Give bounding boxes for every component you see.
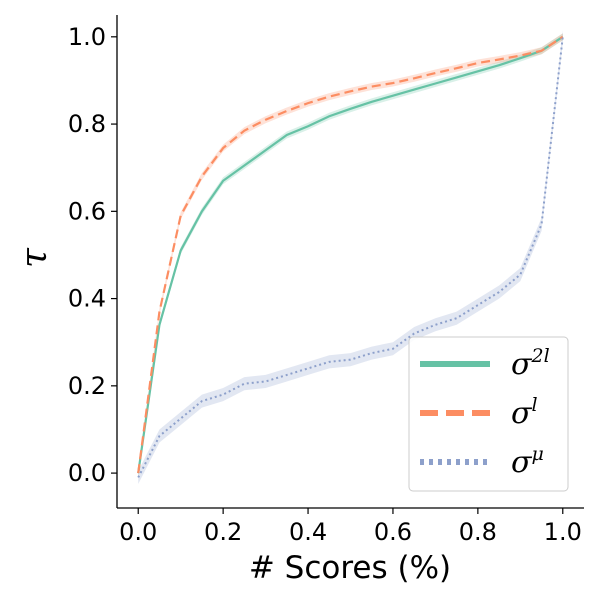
series-line-0 (137, 35, 564, 474)
legend-label-sup: l (531, 394, 537, 416)
y-tick-label: 0.6 (68, 197, 106, 225)
x-tick-label: 0.8 (459, 518, 497, 546)
axes (116, 15, 584, 509)
y-tick-label: 0.4 (68, 285, 106, 313)
legend-label-sup: μ (531, 443, 543, 465)
series-line-1 (137, 35, 564, 474)
legend-label-base: σ (511, 347, 533, 382)
y-tick-label: 1.0 (68, 23, 106, 51)
legend-label-sup: 2l (530, 345, 549, 367)
x-tick-label: 1.0 (544, 518, 582, 546)
x-ticks: 0.0 0.2 0.4 0.6 0.8 1.0 (119, 508, 582, 546)
series-lines (137, 35, 564, 478)
y-tick-label: 0.2 (68, 372, 106, 400)
legend-label-2: σμ (511, 443, 544, 480)
x-tick-label: 0.4 (289, 518, 327, 546)
legend-label-0: σ2l (511, 345, 550, 382)
x-tick-label: 0.6 (374, 518, 412, 546)
legend-label-base: σ (511, 396, 533, 431)
x-tick-label: 0.2 (204, 518, 242, 546)
series-line-2 (137, 36, 564, 478)
y-ticks: 0.0 0.2 0.4 0.6 0.8 1.0 (68, 23, 117, 487)
legend-label-1: σl (511, 394, 538, 431)
x-axis-label: # Scores (%) (249, 550, 451, 586)
y-tick-label: 0.0 (68, 459, 106, 487)
legend-label-base: σ (511, 445, 533, 480)
x-tick-label: 0.0 (119, 518, 157, 546)
y-axis-label: τ (14, 247, 55, 268)
y-tick-label: 0.8 (68, 110, 106, 138)
